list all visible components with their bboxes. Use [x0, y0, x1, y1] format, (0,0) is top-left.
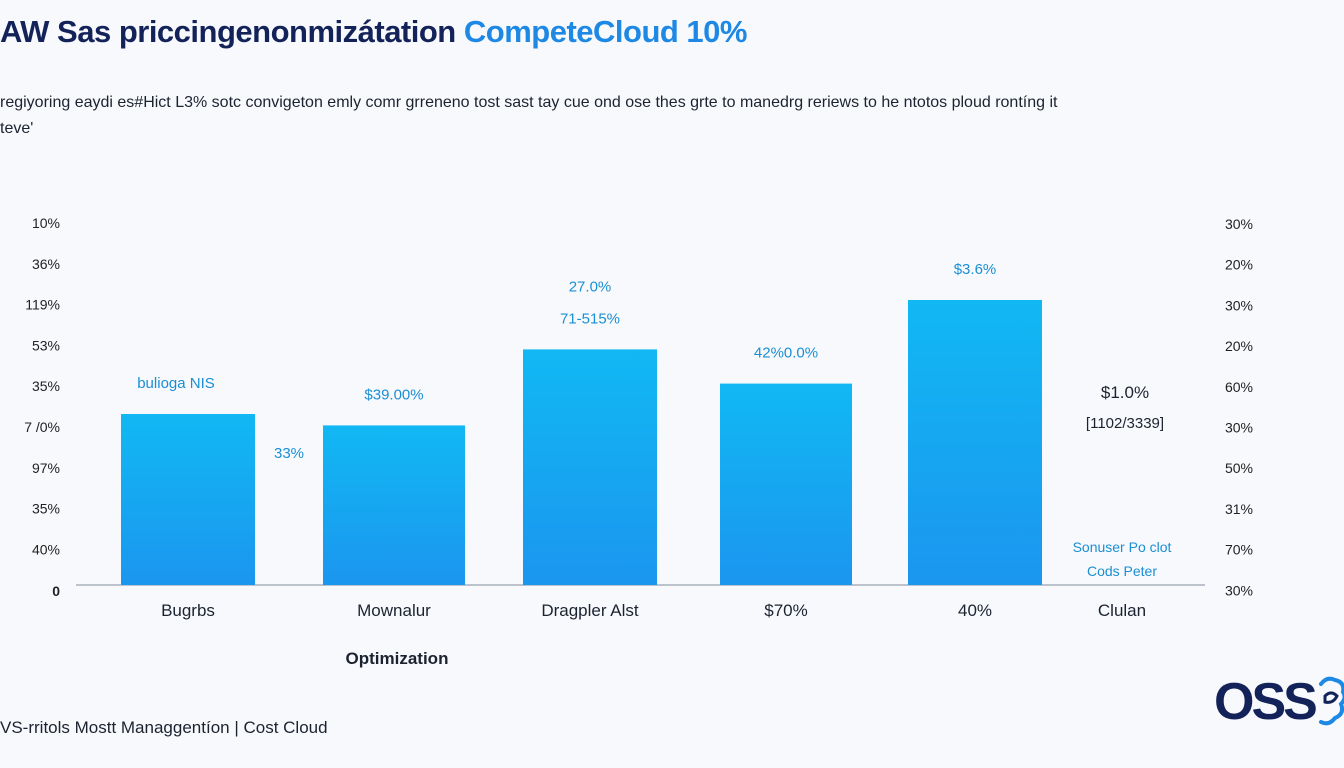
- bar-value-label: 42%0.0%: [754, 345, 818, 362]
- y-tick-right: 70%: [1225, 542, 1253, 558]
- footer-text: VS-rritols Mostt Managgentíon | Cost Clo…: [0, 718, 328, 737]
- logo-text: OSS: [1214, 673, 1318, 731]
- bar-value-label: 71-515%: [560, 310, 620, 327]
- bar-value-label: 27.0%: [569, 278, 612, 295]
- cloud-icon: [1318, 676, 1344, 726]
- category-label: Mownalur: [357, 601, 431, 620]
- chart-subtitle: regiyoring eaydi es#Hict L3% sotc convig…: [0, 94, 1058, 137]
- category-label: Bugrbs: [161, 601, 215, 620]
- title-main: AW Sas priccingenonmizátation: [0, 14, 456, 49]
- y-tick-right: 30%: [1225, 297, 1253, 313]
- y-tick-left: 0: [52, 583, 60, 599]
- side-range: [1102/3339]: [1086, 415, 1164, 432]
- legend-line: Cods Peter: [1087, 563, 1157, 579]
- y-tick-left: 119%: [25, 297, 60, 313]
- bar: [523, 349, 657, 585]
- y-tick-right: 30%: [1225, 582, 1253, 598]
- bar: [908, 300, 1042, 585]
- category-label: 40%: [958, 601, 992, 620]
- y-tick-left: 53%: [32, 337, 60, 353]
- bar: [121, 414, 255, 585]
- y-tick-left: 97%: [32, 460, 60, 476]
- bar: [323, 425, 465, 585]
- y-tick-right: 31%: [1225, 501, 1253, 517]
- y-tick-left: 35%: [32, 501, 60, 517]
- chart-title: AW Sas priccingenonmizátation CompeteClo…: [0, 14, 747, 50]
- y-tick-left: 40%: [32, 541, 60, 557]
- bar: [720, 383, 852, 585]
- legend-line: Sonuser Po clot: [1073, 539, 1172, 555]
- extra-category-label: Clulan: [1098, 601, 1146, 620]
- y-tick-right: 60%: [1225, 379, 1253, 395]
- y-tick-left: 35%: [32, 378, 60, 394]
- y-tick-right: 30%: [1225, 216, 1253, 232]
- x-axis-title: Optimization: [346, 649, 449, 668]
- bar-value-label: $3.6%: [954, 261, 997, 278]
- y-tick-left: 10%: [32, 215, 60, 231]
- annotation-value: 33%: [274, 445, 304, 462]
- y-tick-right: 20%: [1225, 338, 1253, 354]
- bar-value-label: bulioga NIS: [137, 375, 215, 392]
- y-tick-left: 7 /0%: [24, 419, 60, 435]
- category-label: Dragpler Alst: [541, 601, 639, 620]
- bar-value-label: $39.00%: [364, 386, 423, 403]
- title-accent: CompeteCloud 10%: [463, 14, 748, 49]
- y-tick-right: 50%: [1225, 460, 1253, 476]
- y-tick-right: 30%: [1225, 420, 1253, 436]
- side-value: $1.0%: [1101, 383, 1149, 402]
- y-tick-right: 20%: [1225, 257, 1253, 273]
- category-label: $70%: [764, 601, 807, 620]
- y-tick-left: 36%: [32, 256, 60, 272]
- logo: OSS: [1214, 672, 1344, 732]
